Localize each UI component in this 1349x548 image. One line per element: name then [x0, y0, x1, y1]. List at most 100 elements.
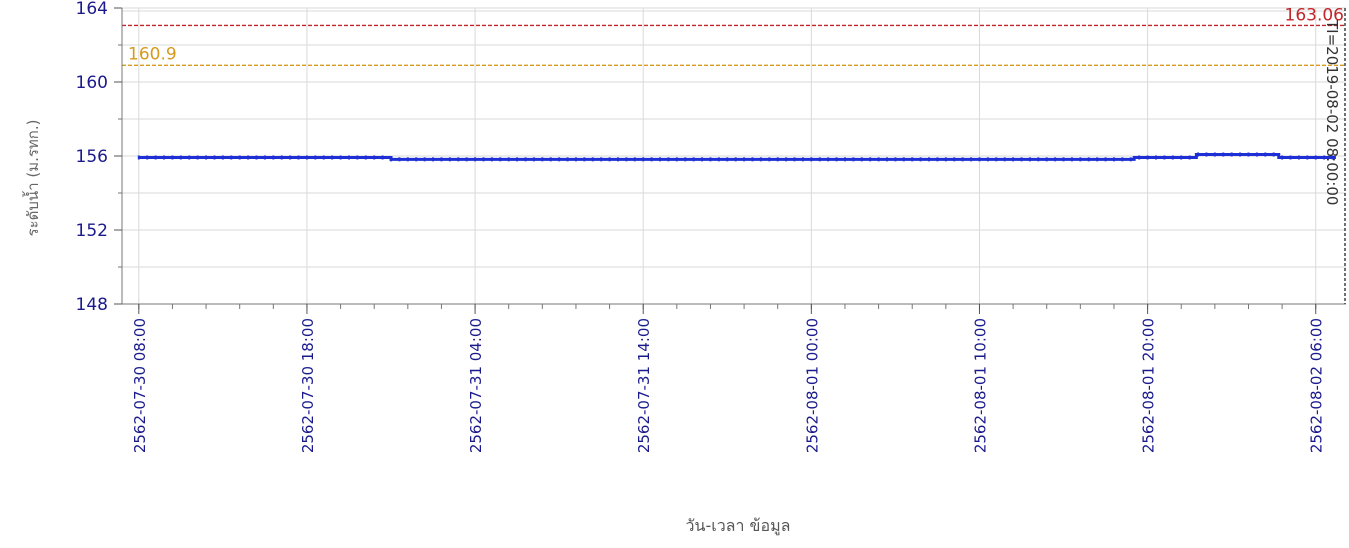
series-point: [280, 155, 283, 160]
series-point: [759, 157, 762, 162]
series-point: [146, 155, 149, 160]
series-point: [902, 157, 905, 162]
series-point: [415, 157, 418, 162]
series-point: [272, 155, 275, 160]
series-point: [541, 157, 544, 162]
x-tick-label: 2562-07-31 14:00: [635, 318, 653, 453]
vertical-marker: TI=2019-08-02 08:00:00: [1323, 8, 1346, 304]
series-point: [667, 157, 670, 162]
series-point: [625, 157, 628, 162]
series-point: [331, 155, 334, 160]
series-point: [1096, 157, 1099, 162]
series-point: [633, 157, 636, 162]
series-point: [1213, 152, 1216, 157]
series-point: [524, 157, 527, 162]
series-point: [474, 157, 477, 162]
series-point: [642, 157, 645, 162]
series-point: [1037, 157, 1040, 162]
series-point: [793, 157, 796, 162]
series-point: [1028, 157, 1031, 162]
series-point: [1054, 157, 1057, 162]
series-point: [1323, 155, 1326, 160]
series-point: [373, 155, 376, 160]
series-point: [970, 157, 973, 162]
series-point: [532, 157, 535, 162]
series-point: [1129, 157, 1132, 162]
series-point: [1012, 157, 1015, 162]
series-point: [768, 157, 771, 162]
reference-line-label: 160.9: [128, 44, 177, 64]
series-point: [995, 157, 998, 162]
y-tick-label: 148: [76, 295, 108, 315]
series-point: [1180, 155, 1183, 160]
series-point: [1247, 152, 1250, 157]
series-point: [1062, 157, 1065, 162]
series-point: [1112, 157, 1115, 162]
series-point: [482, 157, 485, 162]
series-point: [659, 157, 662, 162]
x-tick-label: 2562-08-01 20:00: [1140, 318, 1158, 453]
series-point: [137, 155, 140, 160]
series-point: [465, 157, 468, 162]
series-point: [398, 157, 401, 162]
series-point: [490, 157, 493, 162]
series-point: [936, 157, 939, 162]
series-point: [322, 155, 325, 160]
series-layer: [137, 152, 1336, 162]
series-point: [734, 157, 737, 162]
series-point: [1222, 152, 1225, 157]
series-point: [869, 157, 872, 162]
reference-line-label: 163.06: [1285, 5, 1344, 25]
series-point: [1163, 155, 1166, 160]
series-point: [810, 157, 813, 162]
series-point: [1230, 152, 1233, 157]
x-tick-label: 2562-08-01 10:00: [971, 318, 989, 453]
series-point: [314, 155, 317, 160]
series-point: [516, 157, 519, 162]
series-point: [188, 155, 191, 160]
series-point: [230, 155, 233, 160]
series-point: [600, 157, 603, 162]
series-point: [347, 155, 350, 160]
series-point: [558, 157, 561, 162]
series-point: [843, 157, 846, 162]
series-point: [238, 155, 241, 160]
series-point: [877, 157, 880, 162]
series-point: [1264, 152, 1267, 157]
series-point: [1020, 157, 1023, 162]
series-point: [364, 155, 367, 160]
y-tick-label: 156: [76, 147, 108, 167]
series-point: [356, 155, 359, 160]
series-point: [255, 155, 258, 160]
series-point: [1297, 155, 1300, 160]
series-point: [305, 155, 308, 160]
y-axis-label: ระดับน้ำ (ม.รทก.): [22, 120, 42, 237]
series-point: [440, 157, 443, 162]
series-point: [1281, 155, 1284, 160]
series-point: [894, 157, 897, 162]
series-point: [827, 157, 830, 162]
series-point: [179, 155, 182, 160]
series-point: [205, 155, 208, 160]
series-point: [247, 155, 250, 160]
x-tick-label: 2562-07-30 08:00: [131, 318, 149, 453]
series-point: [852, 157, 855, 162]
series-point: [928, 157, 931, 162]
series-point: [701, 157, 704, 162]
series-point: [1155, 155, 1158, 160]
series-point: [1121, 157, 1124, 162]
series-point: [1331, 155, 1334, 160]
series-point: [911, 157, 914, 162]
series-point: [944, 157, 947, 162]
series-point: [1003, 157, 1006, 162]
series-point: [961, 157, 964, 162]
series-point: [196, 155, 199, 160]
series-point: [616, 157, 619, 162]
y-tick-label: 152: [76, 221, 108, 241]
series-point: [1255, 152, 1258, 157]
series-point: [684, 157, 687, 162]
series-point: [1087, 157, 1090, 162]
series-point: [986, 157, 989, 162]
series-point: [1272, 152, 1275, 157]
